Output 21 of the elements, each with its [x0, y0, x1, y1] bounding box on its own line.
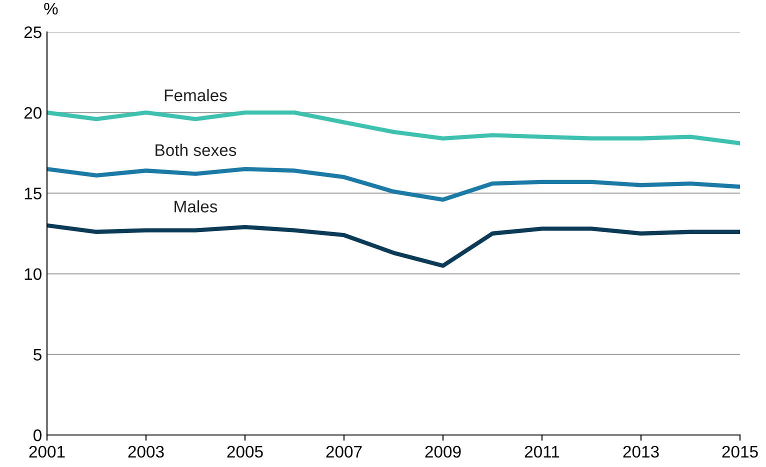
series-label: Females — [164, 89, 227, 102]
x-tick-label: 2011 — [524, 446, 560, 458]
y-tick-label: 15 — [24, 188, 42, 200]
x-tick-label: 2007 — [326, 446, 362, 458]
line-series — [47, 110, 740, 146]
x-tick-label: 2001 — [29, 446, 65, 458]
y-tick-label: 10 — [24, 268, 42, 280]
y-tick-label: 20 — [24, 107, 42, 119]
y-axis-title: % — [44, 2, 58, 15]
series-label: Both sexes — [156, 144, 236, 156]
x-tick-label: 2015 — [722, 446, 758, 458]
x-tick-label: 2005 — [227, 446, 263, 458]
x-tick-label: 2003 — [128, 446, 164, 458]
line-series — [47, 166, 740, 202]
series-label: Males — [174, 200, 218, 212]
x-tick-label: 2013 — [623, 446, 659, 458]
y-tick-label: 0 — [34, 429, 42, 442]
y-tick-label: 25 — [24, 26, 42, 38]
y-tick-label: 5 — [34, 348, 42, 361]
line-series — [47, 223, 740, 268]
x-tick-label: 2009 — [425, 446, 461, 458]
